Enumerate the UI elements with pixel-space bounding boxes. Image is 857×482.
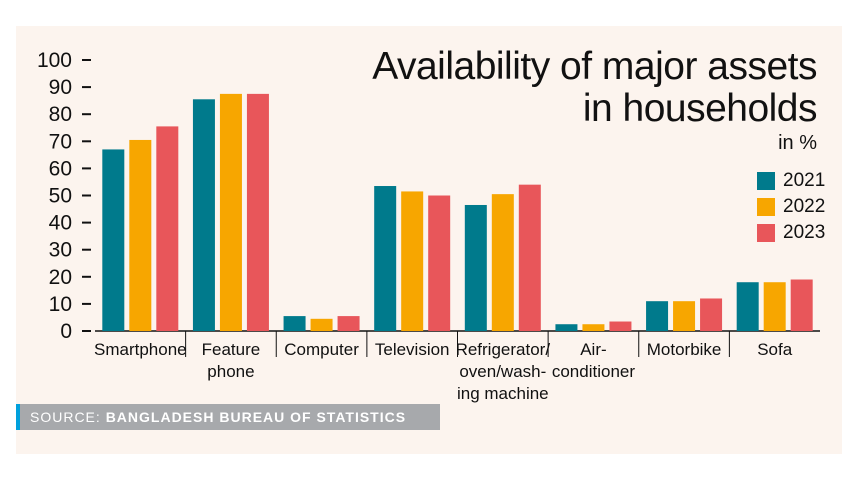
bar-2022	[491, 194, 514, 331]
y-tick-label: 0	[60, 320, 72, 343]
bar-2021	[555, 324, 578, 331]
legend-label-2021: 2021	[783, 170, 826, 191]
bar-2021	[736, 282, 759, 331]
y-tick-label: 30	[49, 239, 72, 262]
legend-item-2023: 2023	[757, 220, 825, 246]
bar-2021	[646, 301, 669, 331]
x-category-label: Television	[375, 340, 450, 359]
legend-label-2022: 2022	[783, 196, 826, 217]
x-category-label: conditioner	[552, 362, 636, 381]
x-category-label: phone	[207, 362, 254, 381]
bar-2023	[518, 184, 541, 331]
bar-2021	[192, 99, 215, 331]
source-text: BANGLADESH BUREAU OF STATISTICS	[105, 409, 407, 425]
bar-2023	[246, 93, 269, 331]
x-category-label: oven/wash-	[459, 362, 546, 381]
x-category-label: ing machine	[457, 384, 549, 403]
bar-2023	[156, 126, 179, 332]
bar-2022	[763, 282, 786, 331]
bar-2021	[102, 149, 125, 331]
bar-2022	[673, 301, 696, 331]
bar-2021	[464, 204, 487, 331]
y-tick-label: 50	[49, 185, 72, 208]
chart-title-line-1: Availability of major assets	[372, 45, 817, 88]
source-label: SOURCE:	[30, 409, 101, 425]
y-tick-label: 100	[37, 49, 72, 72]
legend-swatch-2022	[757, 198, 775, 216]
legend-item-2022: 2022	[757, 194, 825, 220]
bar-2022	[582, 324, 605, 331]
y-tick-label: 40	[49, 212, 72, 235]
y-tick-label: 80	[49, 103, 72, 126]
bar-2021	[374, 186, 397, 331]
x-category-label: Refrigerator/	[456, 340, 551, 359]
legend-label-2023: 2023	[783, 222, 826, 243]
chart-title: Availability of major assets in househol…	[372, 46, 817, 130]
bar-2022	[129, 139, 152, 331]
bar-2023	[609, 321, 632, 331]
bar-2022	[310, 318, 333, 331]
y-tick-label: 60	[49, 157, 72, 180]
legend: 2021 2022 2023	[757, 168, 825, 246]
x-category-label: Feature	[202, 340, 261, 359]
chart-title-line-2: in households	[582, 87, 818, 130]
x-category-label: Smartphone	[94, 340, 187, 359]
bar-2022	[219, 93, 242, 331]
bar-2023	[337, 316, 360, 331]
y-tick-label: 90	[49, 76, 72, 99]
x-category-label: Air-	[580, 340, 606, 359]
bar-2023	[700, 298, 723, 331]
legend-item-2021: 2021	[757, 168, 825, 194]
x-category-label: Computer	[284, 340, 359, 359]
bar-2022	[401, 191, 424, 331]
y-tick-label: 20	[49, 266, 72, 289]
legend-swatch-2021	[757, 172, 775, 190]
x-category-label: Sofa	[757, 340, 793, 359]
bar-2023	[428, 195, 451, 331]
x-category-label: Motorbike	[647, 340, 722, 359]
bar-2021	[283, 316, 306, 331]
y-tick-label: 10	[49, 293, 72, 316]
bar-2023	[790, 279, 813, 331]
unit-label: in %	[778, 132, 817, 154]
source-note: SOURCE: BANGLADESH BUREAU OF STATISTICS	[16, 404, 440, 430]
legend-swatch-2023	[757, 224, 775, 242]
y-tick-label: 70	[49, 130, 72, 153]
